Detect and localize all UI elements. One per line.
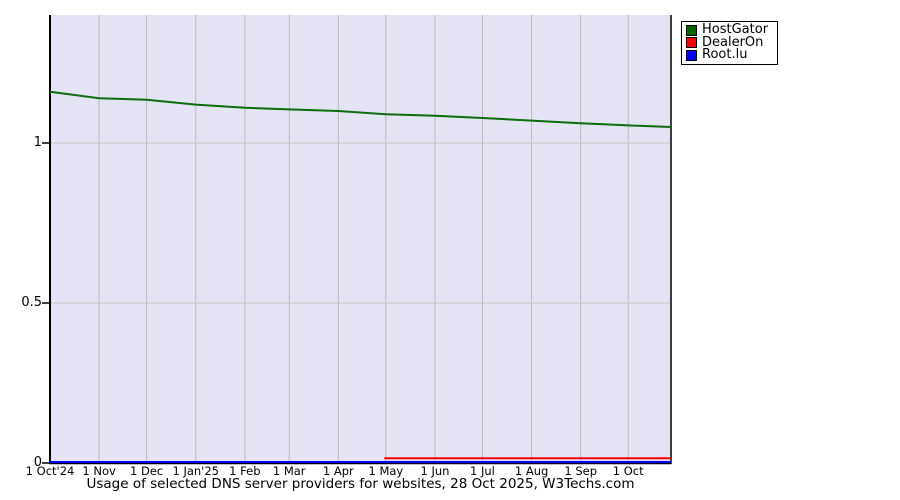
legend-label-hostgator: HostGator [702,22,769,37]
y-tick-label: 0 [33,455,42,470]
x-tick-label: 1 Jul [470,464,495,478]
chart-title: Usage of selected DNS server providers f… [86,476,635,492]
x-tick-label: 1 Apr [322,464,354,478]
x-tick-label: 1 May [368,464,404,478]
x-tick-label: 1 Mar [272,464,306,478]
legend-swatch-dealeron-icon [686,37,697,49]
x-tick-label: 1 Oct [612,464,644,478]
legend-swatch-hostgator-icon [686,24,697,36]
x-tick-label: 1 Sep [564,464,598,478]
x-tick-label: 1 Dec [130,464,164,478]
x-tick-label: 1 Feb [229,464,261,478]
legend-item-hostgator: HostGator [686,22,769,37]
legend-item-root-lu: Root.lu [686,47,768,63]
legend-label-root-lu: Root.lu [702,47,748,63]
plot-area-background [50,15,671,463]
series-line-hostgator [49,90,672,128]
legend-swatch-root-lu-icon [686,49,697,61]
x-tick-label: 1 Nov [82,464,116,478]
x-tick-label: 1 Jan'25 [172,464,219,478]
y-tick-label: 0.5 [21,295,42,310]
x-tick-label: 1 Jun [420,464,450,478]
y-tick-label: 1 [33,135,42,150]
x-tick-label: 1 Aug [514,464,549,478]
legend: HostGator DealerOn Root.lu [681,21,779,65]
legend-item-dealeron: DealerOn [686,34,768,50]
legend-label-dealeron: DealerOn [702,34,764,50]
x-tick-label: 1 Oct'24 [25,464,75,478]
